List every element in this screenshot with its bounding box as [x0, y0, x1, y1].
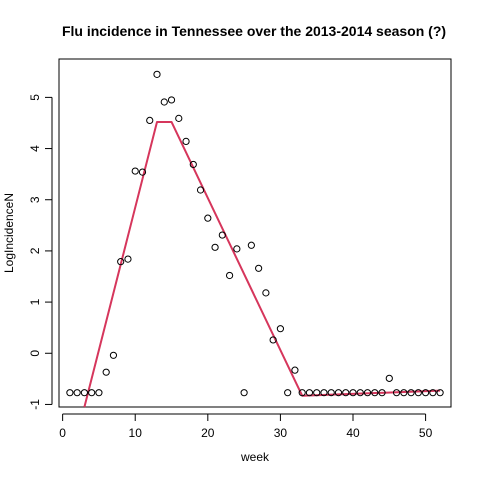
data-point [298, 389, 306, 397]
fit-line-layer [83, 120, 441, 408]
x-tick-label: 0 [59, 426, 66, 440]
x-axis-label: week [240, 450, 270, 464]
data-point [95, 389, 103, 397]
data-point [117, 258, 125, 266]
data-point [407, 389, 415, 397]
points-layer [66, 70, 444, 397]
data-point [421, 389, 430, 397]
data-point [284, 389, 292, 397]
data-point [175, 114, 183, 122]
y-tick-label: 0 [28, 350, 42, 357]
data-point [356, 389, 364, 397]
data-point [378, 389, 386, 397]
y-tick-label: 4 [28, 145, 42, 152]
data-point [218, 231, 226, 239]
x-tick-label: 50 [419, 426, 433, 440]
data-point [131, 167, 139, 175]
data-point [88, 389, 96, 397]
data-point [66, 389, 74, 397]
data-point [160, 98, 168, 106]
x-tick-label: 10 [129, 426, 143, 440]
data-point [342, 389, 350, 397]
data-point [196, 186, 205, 194]
y-tick-label: 5 [28, 94, 42, 101]
data-point [429, 389, 437, 397]
data-point [371, 389, 379, 397]
data-point [138, 168, 147, 176]
data-point [124, 255, 132, 263]
data-point [146, 116, 154, 125]
data-point [109, 351, 118, 359]
chart-title: Flu incidence in Tennessee over the 2013… [62, 23, 446, 39]
data-point [233, 245, 241, 253]
data-point [276, 325, 285, 333]
data-point [189, 160, 197, 169]
data-point [73, 389, 81, 397]
x-tick-label: 20 [201, 426, 215, 440]
data-point [80, 389, 89, 397]
data-point [414, 389, 422, 397]
data-point [225, 271, 234, 280]
y-tick-label: 1 [28, 298, 42, 305]
data-point [247, 241, 255, 249]
data-point [240, 389, 248, 397]
data-point [363, 389, 372, 397]
data-point [392, 389, 401, 397]
x-tick-label: 40 [346, 426, 360, 440]
data-point [255, 264, 263, 272]
data-point [262, 289, 270, 297]
data-point [153, 70, 161, 78]
data-point [291, 366, 299, 374]
data-point [400, 389, 408, 397]
data-point [269, 336, 277, 344]
y-tick-label: -1 [28, 399, 42, 410]
data-point [327, 389, 335, 397]
data-point [167, 96, 176, 104]
x-tick-label: 30 [274, 426, 288, 440]
y-tick-label: 2 [28, 247, 42, 254]
data-point [211, 243, 219, 251]
data-point [305, 389, 314, 397]
x-axis: 0 10 20 30 40 50 [59, 413, 433, 440]
y-axis: -1 0 1 2 3 4 5 [28, 94, 53, 410]
data-point [313, 389, 321, 397]
data-point [102, 368, 110, 376]
fit-line [83, 120, 441, 408]
data-point [320, 389, 328, 397]
y-tick-label: 3 [28, 196, 42, 203]
data-point [204, 214, 212, 222]
data-point [182, 137, 190, 145]
plot-frame [58, 58, 452, 408]
data-point [334, 389, 343, 397]
data-point [385, 374, 393, 382]
y-axis-label: LogIncidenceN [2, 193, 16, 273]
data-point [349, 389, 357, 397]
data-point [436, 389, 444, 397]
